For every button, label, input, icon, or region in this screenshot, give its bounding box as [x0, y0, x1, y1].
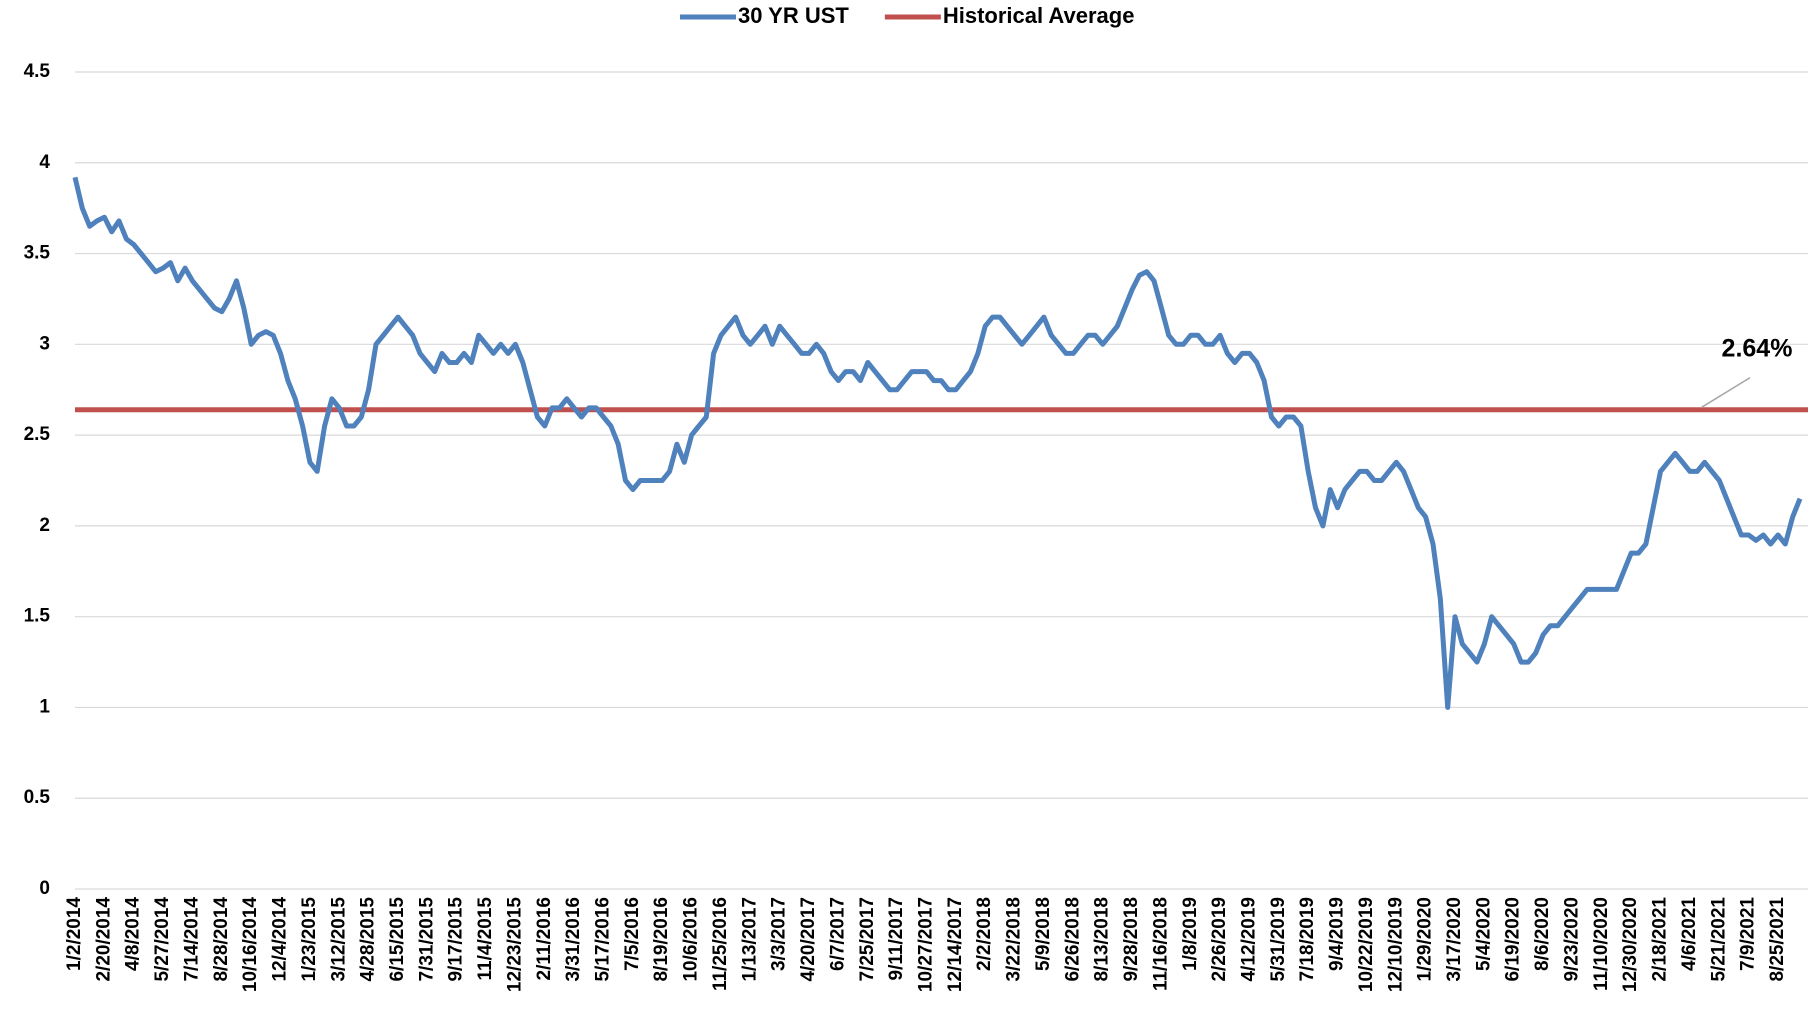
x-tick-label: 3/22/2018 — [1004, 897, 1025, 982]
y-tick-label: 0.5 — [24, 787, 51, 808]
x-tick-label: 5/21/2021 — [1708, 897, 1729, 982]
x-tick-label: 6/26/2018 — [1062, 897, 1083, 982]
x-tick-label: 11/25/2016 — [710, 897, 731, 991]
x-tick-label: 10/6/2016 — [681, 897, 702, 982]
x-tick-label: 11/4/2015 — [475, 897, 496, 981]
x-tick-label: 5/9/2018 — [1033, 897, 1054, 971]
x-tick-label: 7/25/2017 — [857, 897, 878, 982]
x-tick-label: 3/31/2016 — [563, 897, 584, 982]
x-tick-label: 4/28/2015 — [358, 897, 379, 982]
x-tick-label: 12/30/2020 — [1620, 897, 1641, 992]
y-tick-label: 3 — [39, 333, 50, 354]
x-tick-label: 8/13/2018 — [1092, 897, 1113, 982]
x-tick-label: 1/23/2015 — [299, 897, 320, 982]
y-tick-label: 4 — [39, 152, 50, 173]
y-tick-label: 0 — [39, 878, 50, 899]
x-tick-label: 3/3/2017 — [769, 897, 790, 971]
x-tick-label: 1/8/2019 — [1180, 897, 1201, 971]
x-tick-label: 4/6/2021 — [1679, 897, 1700, 971]
x-tick-label: 3/12/2015 — [328, 897, 349, 982]
x-tick-label: 12/14/2017 — [945, 897, 966, 992]
x-tick-label: 5/4/2020 — [1473, 897, 1494, 971]
y-tick-label: 1.5 — [24, 606, 51, 627]
x-tick-label: 11/16/2018 — [1150, 897, 1171, 991]
x-tick-label: 7/31/2015 — [416, 897, 437, 982]
x-tick-label: 6/7/2017 — [827, 897, 848, 971]
x-tick-label: 1/29/2020 — [1415, 897, 1436, 982]
x-tick-label: 3/17/2020 — [1444, 897, 1465, 982]
x-tick-label: 7/5/2016 — [622, 897, 643, 971]
x-tick-label: 8/25/2021 — [1767, 897, 1788, 982]
x-tick-label: 4/20/2017 — [798, 897, 819, 982]
x-tick-label: 12/4/2014 — [270, 897, 291, 982]
x-tick-label: 8/28/2014 — [211, 897, 232, 982]
x-tick-label: 10/27/2017 — [916, 897, 937, 992]
x-tick-label: 7/18/2019 — [1297, 897, 1318, 982]
x-tick-label: 2/18/2021 — [1650, 897, 1671, 982]
y-tick-label: 1 — [39, 696, 50, 717]
y-tick-label: 2 — [39, 515, 50, 536]
x-tick-label: 2/20/2014 — [93, 897, 114, 982]
x-tick-label: 2/2/2018 — [974, 897, 995, 971]
x-tick-label: 7/14/2014 — [181, 897, 202, 982]
x-tick-label: 10/22/2019 — [1356, 897, 1377, 992]
x-tick-label: 9/28/2018 — [1121, 897, 1142, 982]
x-tick-label: 12/10/2019 — [1385, 897, 1406, 992]
x-tick-label: 9/4/2019 — [1327, 897, 1348, 971]
y-tick-label: 2.5 — [24, 424, 51, 445]
x-tick-label: 9/11/2017 — [886, 897, 907, 980]
x-tick-label: 4/8/2014 — [123, 897, 144, 971]
x-tick-label: 11/10/2020 — [1591, 897, 1612, 991]
x-tick-label: 12/23/2015 — [504, 897, 525, 993]
x-tick-label: 6/15/2015 — [387, 897, 408, 982]
x-tick-label: 6/19/2020 — [1503, 897, 1524, 982]
x-tick-label: 1/13/2017 — [739, 897, 760, 982]
legend-label: 30 YR UST — [738, 3, 849, 28]
x-tick-label: 8/19/2016 — [651, 897, 672, 982]
x-tick-label: 2/26/2019 — [1209, 897, 1230, 982]
x-tick-label: 5/31/2019 — [1268, 897, 1289, 982]
x-tick-label: 1/2/2014 — [64, 897, 85, 971]
y-tick-label: 4.5 — [24, 61, 51, 82]
x-tick-label: 5/27/2014 — [152, 897, 173, 982]
x-tick-label: 4/12/2019 — [1238, 897, 1259, 982]
x-tick-label: 10/16/2014 — [240, 897, 261, 993]
annotation-leader — [1700, 377, 1751, 409]
x-tick-label: 9/17/2015 — [446, 897, 467, 982]
x-tick-label: 5/17/2016 — [593, 897, 614, 982]
annotation: 2.64% — [1722, 334, 1793, 362]
y-tick-label: 3.5 — [24, 243, 51, 264]
legend-label: Historical Average — [943, 3, 1135, 28]
x-tick-label: 9/23/2020 — [1561, 897, 1582, 982]
x-tick-label: 8/6/2020 — [1532, 897, 1553, 971]
x-tick-label: 2/11/2016 — [534, 897, 555, 980]
series-line — [72, 176, 1803, 710]
x-tick-label: 7/9/2021 — [1738, 897, 1759, 971]
